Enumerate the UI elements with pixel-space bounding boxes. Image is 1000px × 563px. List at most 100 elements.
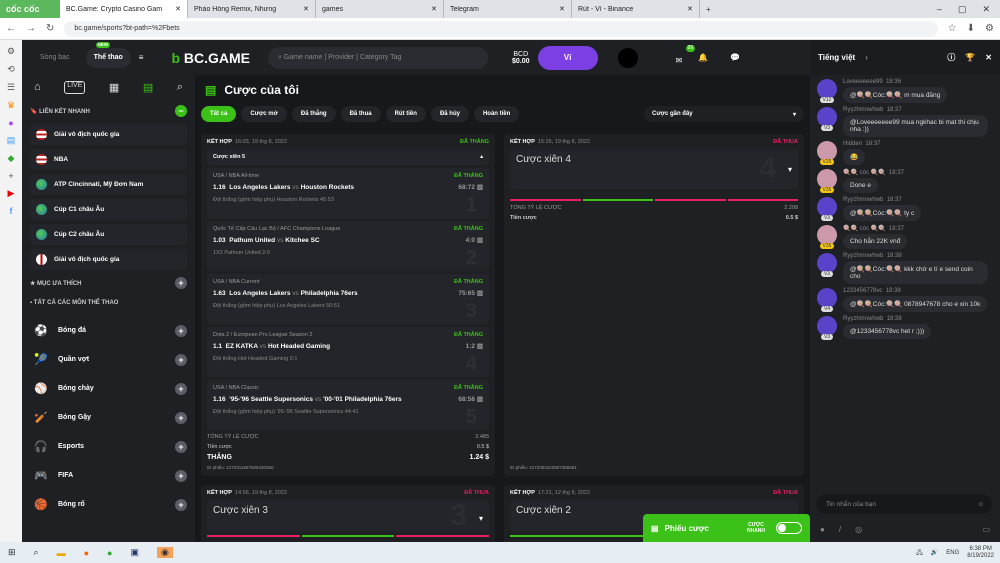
network-icon[interactable]: 🖧 bbox=[916, 549, 923, 556]
windows-start-icon[interactable]: ⊞ bbox=[8, 547, 16, 557]
add-favorite-button[interactable]: + bbox=[175, 324, 187, 337]
app-icon[interactable]: ▣ bbox=[130, 547, 139, 557]
close-icon[interactable]: ✕ bbox=[431, 6, 437, 13]
close-window-icon[interactable]: ✕ bbox=[982, 3, 990, 14]
stats-icon[interactable]: ▥ bbox=[476, 290, 483, 297]
add-favorite-button[interactable]: + bbox=[175, 498, 187, 511]
bet-card[interactable]: KẾT HỢP 16:03, 19 thg 8, 2022 ĐÃ THẮNG Cư… bbox=[201, 134, 495, 476]
quick-link-item[interactable]: Giải vô địch quốc gia bbox=[30, 249, 187, 270]
stats-icon[interactable]: ▥ bbox=[476, 237, 483, 244]
close-icon[interactable]: ✕ bbox=[985, 53, 992, 62]
close-icon[interactable]: ✕ bbox=[175, 6, 181, 13]
chat-toggle-icon[interactable]: 💬 bbox=[730, 53, 741, 62]
casino-tab[interactable]: Sòng bạc bbox=[40, 54, 70, 61]
avatar[interactable] bbox=[617, 47, 638, 68]
tab-games[interactable]: games ✕ bbox=[316, 0, 444, 18]
filter-tab[interactable]: Tất cả bbox=[201, 106, 237, 122]
quick-link-item[interactable]: Giải vô địch quốc gia bbox=[30, 124, 187, 145]
chevron-down-icon[interactable]: ▾ bbox=[787, 165, 792, 174]
quick-link-item[interactable]: NBA bbox=[30, 149, 187, 170]
sport-item[interactable]: 🎮 FIFA + bbox=[30, 461, 187, 490]
sport-item[interactable]: 🎧 Esports + bbox=[30, 432, 187, 461]
minimize-icon[interactable]: – bbox=[936, 3, 942, 14]
bet-card[interactable]: KẾT HỢP 15:26, 19 thg 8, 2022 ĐÃ THUA Cượ… bbox=[504, 134, 804, 476]
bet-card[interactable]: KẾT HỢP 14:56, 19 thg 8, 2022 ĐÃ THUA Cượ… bbox=[201, 485, 495, 542]
quick-link-item[interactable]: Cúp C1 châu Âu bbox=[30, 199, 187, 220]
bet-leg[interactable]: 4 Dota 2 / European Pro League Season 2 ĐÃ… bbox=[207, 327, 489, 377]
settings-icon[interactable]: ⚙ bbox=[6, 46, 16, 56]
emoji-icon[interactable]: ☺ bbox=[977, 500, 984, 508]
quick-link-item[interactable]: Cúp C2 châu Âu bbox=[30, 224, 187, 245]
search-icon[interactable]: ⌕ bbox=[33, 547, 39, 557]
avatar[interactable]: V35 bbox=[816, 169, 838, 193]
close-icon[interactable]: ✕ bbox=[687, 6, 693, 13]
filter-tab[interactable]: Đã thắng bbox=[291, 106, 336, 122]
history-icon[interactable]: ⟲ bbox=[7, 64, 15, 74]
filter-tab[interactable]: Hoàn tiền bbox=[473, 106, 520, 122]
inbox-button[interactable]: ✉ 99 bbox=[676, 45, 696, 65]
search-input[interactable]: ⌕ Game name | Provider | Category Tag bbox=[268, 46, 489, 69]
add-favorite-button[interactable]: + bbox=[175, 411, 187, 424]
filter-tab[interactable]: Đã thua bbox=[340, 106, 381, 122]
brand-logo[interactable]: b BC.GAME bbox=[171, 49, 251, 66]
firefox-icon[interactable]: ● bbox=[83, 547, 90, 558]
list-icon[interactable]: ☰ bbox=[6, 82, 16, 92]
clock[interactable]: 6:38 PM 8/19/2022 bbox=[967, 545, 994, 559]
avatar[interactable]: V12 bbox=[816, 79, 838, 103]
file-explorer-icon[interactable]: ▬ bbox=[56, 547, 66, 558]
my-bets-icon[interactable]: ▤ bbox=[142, 82, 154, 94]
new-tab-icon[interactable]: + bbox=[706, 4, 711, 14]
stats-icon[interactable]: ▥ bbox=[476, 184, 483, 191]
bet-leg[interactable]: 3 USA / NBA Current ĐÃ THẮNG 1.63 Los Angel… bbox=[207, 274, 489, 324]
live-icon[interactable]: LIVE bbox=[64, 81, 86, 94]
chat-input[interactable]: Tin nhắn của bạn ☺ bbox=[816, 494, 992, 514]
chart-icon[interactable]: ▤ bbox=[6, 135, 16, 145]
tab-bcgame[interactable]: BC.Game: Crypto Casino Gam ✕ bbox=[60, 0, 188, 18]
avatar[interactable]: V4 bbox=[816, 288, 838, 312]
forward-icon[interactable]: → bbox=[26, 23, 36, 34]
tab-binance[interactable]: Rút - Ví - Binance ✕ bbox=[572, 0, 700, 18]
facebook-icon[interactable]: f bbox=[9, 206, 13, 216]
coin-icon[interactable]: ● bbox=[820, 525, 825, 534]
chevron-down-icon[interactable]: ▾ bbox=[478, 514, 483, 523]
calendar-icon[interactable]: ▦ bbox=[108, 82, 120, 94]
filter-tab[interactable]: Đã hủy bbox=[430, 106, 469, 122]
parlay-toggle[interactable]: Cược xiên 5 ▴ bbox=[207, 149, 489, 165]
avatar[interactable]: V3 bbox=[816, 197, 838, 221]
tab-telegram[interactable]: Telegram ✕ bbox=[444, 0, 572, 18]
youtube-icon[interactable]: ▶ bbox=[7, 188, 15, 198]
stats-icon[interactable]: ▥ bbox=[476, 343, 483, 350]
language-indicator[interactable]: ENG bbox=[946, 549, 960, 556]
coccoc-icon[interactable]: ● bbox=[107, 547, 113, 558]
star-icon[interactable]: ☆ bbox=[947, 23, 957, 34]
menu-icon[interactable]: ≡ bbox=[138, 53, 144, 62]
sport-item[interactable]: 🎾 Quần vợt + bbox=[30, 345, 187, 374]
extensions-icon[interactable]: ⚙ bbox=[985, 23, 994, 34]
tab-youtube[interactable]: Pháo Hồng Remix, Nhưng ✕ bbox=[188, 0, 316, 18]
sport-item[interactable]: 🏀 Bóng rổ + bbox=[30, 490, 187, 519]
filter-tab[interactable]: Rút tiền bbox=[385, 106, 426, 122]
avatar[interactable]: V3 bbox=[816, 253, 838, 284]
avatar[interactable]: V3 bbox=[816, 107, 838, 137]
add-favorite-button[interactable]: + bbox=[175, 469, 187, 482]
bet-leg[interactable]: 5 USA / NBA Classic ĐÃ THẮNG 1.16 '95-'96 S… bbox=[207, 380, 489, 430]
close-icon[interactable]: ✕ bbox=[303, 6, 309, 13]
reload-icon[interactable]: ↻ bbox=[46, 23, 55, 34]
gif-icon[interactable]: ◎ bbox=[855, 525, 863, 534]
download-icon[interactable]: ⬇ bbox=[966, 23, 976, 34]
info-icon[interactable]: ⓘ bbox=[947, 53, 956, 62]
stats-icon[interactable]: ▥ bbox=[476, 396, 483, 403]
add-icon[interactable]: + bbox=[8, 171, 14, 181]
quick-bet-toggle[interactable] bbox=[776, 522, 802, 534]
collapse-button[interactable]: − bbox=[175, 105, 187, 117]
messenger-icon[interactable]: ● bbox=[8, 118, 14, 128]
crown-icon[interactable]: ♛ bbox=[6, 100, 16, 110]
add-favorite-button[interactable]: + bbox=[175, 382, 187, 395]
add-favorite-button[interactable]: + bbox=[175, 440, 187, 453]
filter-tab[interactable]: Cược mở bbox=[241, 106, 287, 122]
home-icon[interactable]: ⌂ bbox=[34, 81, 41, 93]
sport-item[interactable]: ⚽ Bóng đá + bbox=[30, 316, 187, 345]
gamepad-icon[interactable]: ◆ bbox=[7, 153, 15, 163]
bet-leg[interactable]: 1 USA / NBA All-time ĐÃ THẮNG 1.16 Los Ange… bbox=[207, 168, 489, 218]
url-input[interactable]: bc.game/sports?bt-path=%2Fbets bbox=[64, 20, 938, 37]
